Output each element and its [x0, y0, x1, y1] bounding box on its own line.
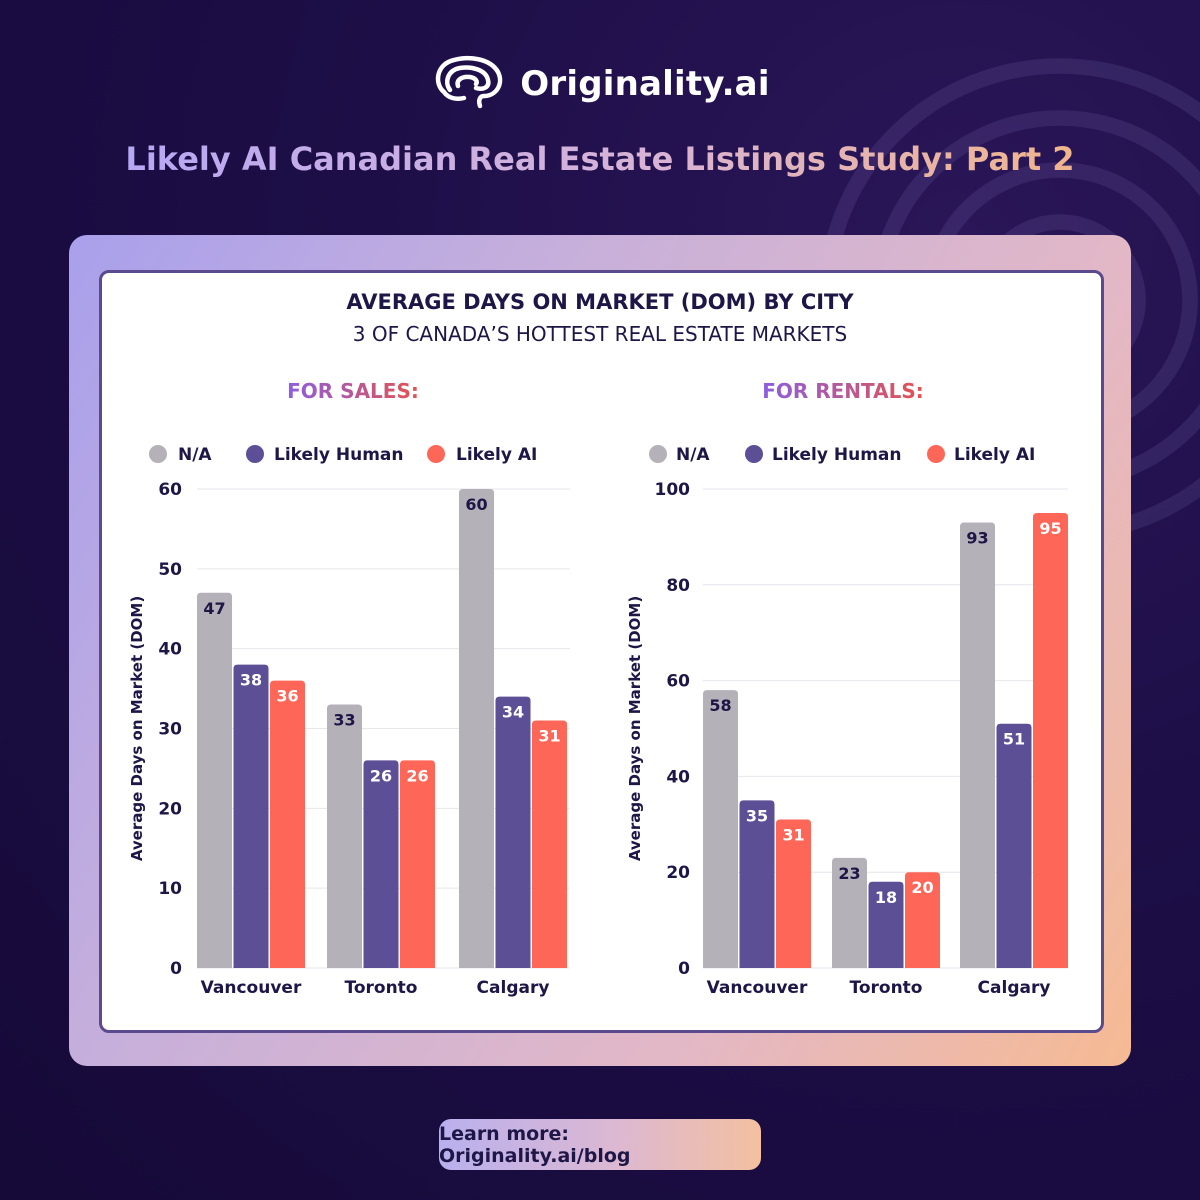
bar [832, 857, 867, 968]
bar-value-label: 18 [875, 888, 897, 907]
legend-label: N/A [676, 445, 710, 465]
bar-value-label: 31 [538, 727, 560, 746]
bar [400, 760, 435, 968]
y-tick-label: 40 [158, 640, 182, 660]
y-tick-label: 80 [666, 576, 690, 596]
category-label: Calgary [978, 978, 1051, 998]
category-label: Toronto [850, 978, 923, 998]
bar-value-label: 36 [276, 687, 298, 706]
bar [197, 592, 232, 968]
learn-more-link[interactable]: Learn more: Originality.ai/blog [439, 1119, 761, 1170]
y-tick-label: 10 [158, 879, 182, 899]
bar-value-label: 26 [406, 766, 428, 785]
legend-label: Likely AI [456, 445, 537, 465]
y-tick-label: 20 [666, 863, 690, 883]
bar [459, 489, 494, 968]
y-tick-label: 30 [158, 720, 182, 740]
y-tick-label: 60 [158, 480, 182, 500]
bar-value-label: 34 [502, 703, 524, 722]
category-label: Calgary [477, 978, 550, 998]
bar [868, 881, 904, 968]
bar [327, 704, 362, 968]
bar-value-label: 47 [203, 599, 225, 618]
y-axis-label: Average Days on Market (DOM) [626, 596, 644, 861]
y-tick-label: 100 [655, 480, 691, 500]
bar-value-label: 31 [782, 826, 804, 845]
chart-sales: FOR SALES: N/A Likely Human Likely AI 0 10 20 3… [128, 379, 570, 998]
legend-label: Likely Human [274, 445, 403, 465]
brain-logo-icon [436, 55, 503, 109]
legend-swatch [927, 445, 945, 463]
bar-value-label: 35 [746, 806, 768, 825]
y-tick-label: 0 [170, 959, 182, 979]
y-tick-label: 20 [158, 799, 182, 819]
legend-label: Likely Human [772, 445, 901, 465]
category-label: Vancouver [707, 978, 808, 998]
bar-value-label: 93 [966, 529, 988, 548]
bar-value-label: 60 [465, 495, 487, 514]
brand-name: Originality.ai [520, 64, 770, 104]
y-tick-label: 60 [666, 672, 690, 692]
bar [739, 800, 775, 968]
y-tick-label: 40 [666, 767, 690, 787]
chart-title: AVERAGE DAYS ON MARKET (DOM) BY CITY [346, 290, 854, 314]
bar-value-label: 95 [1039, 519, 1061, 538]
bar-value-label: 20 [911, 878, 933, 897]
bar [960, 522, 995, 968]
legend-label: N/A [178, 445, 212, 465]
bar-value-label: 38 [240, 671, 262, 690]
bar-value-label: 33 [333, 711, 355, 730]
y-axis-label: Average Days on Market (DOM) [128, 596, 146, 861]
bar [495, 696, 531, 968]
bar [905, 872, 940, 968]
chart-subtitle: 3 OF CANADA’S HOTTEST REAL ESTATE MARKET… [352, 322, 848, 346]
bar [996, 723, 1032, 968]
bar-value-label: 51 [1003, 730, 1025, 749]
section-title: FOR SALES: [287, 379, 419, 403]
bar-value-label: 23 [838, 864, 860, 883]
bar [233, 664, 269, 968]
bar [270, 680, 305, 968]
legend-swatch [427, 445, 445, 463]
legend-swatch [149, 445, 167, 463]
bar [1033, 512, 1068, 968]
bar [776, 819, 811, 968]
legend-swatch [649, 445, 667, 463]
y-tick-label: 50 [158, 560, 182, 580]
bar [363, 760, 399, 968]
legend-swatch [246, 445, 264, 463]
study-title-text: Likely AI Canadian Real Estate Listings … [125, 140, 1075, 178]
bar [703, 690, 738, 968]
y-tick-label: 0 [678, 959, 690, 979]
study-title: Likely AI Canadian Real Estate Listings … [0, 140, 1200, 178]
bar [532, 720, 567, 968]
legend-label: Likely AI [954, 445, 1035, 465]
chart-rentals: FOR RENTALS: N/A Likely Human Likely AI 0 20 4… [626, 379, 1068, 998]
legend-swatch [745, 445, 763, 463]
bar-value-label: 26 [370, 766, 392, 785]
bar-value-label: 58 [709, 696, 731, 715]
category-label: Toronto [345, 978, 418, 998]
brand-logo: Originality.ai [0, 52, 1200, 116]
section-title: FOR RENTALS: [762, 379, 924, 403]
category-label: Vancouver [201, 978, 302, 998]
